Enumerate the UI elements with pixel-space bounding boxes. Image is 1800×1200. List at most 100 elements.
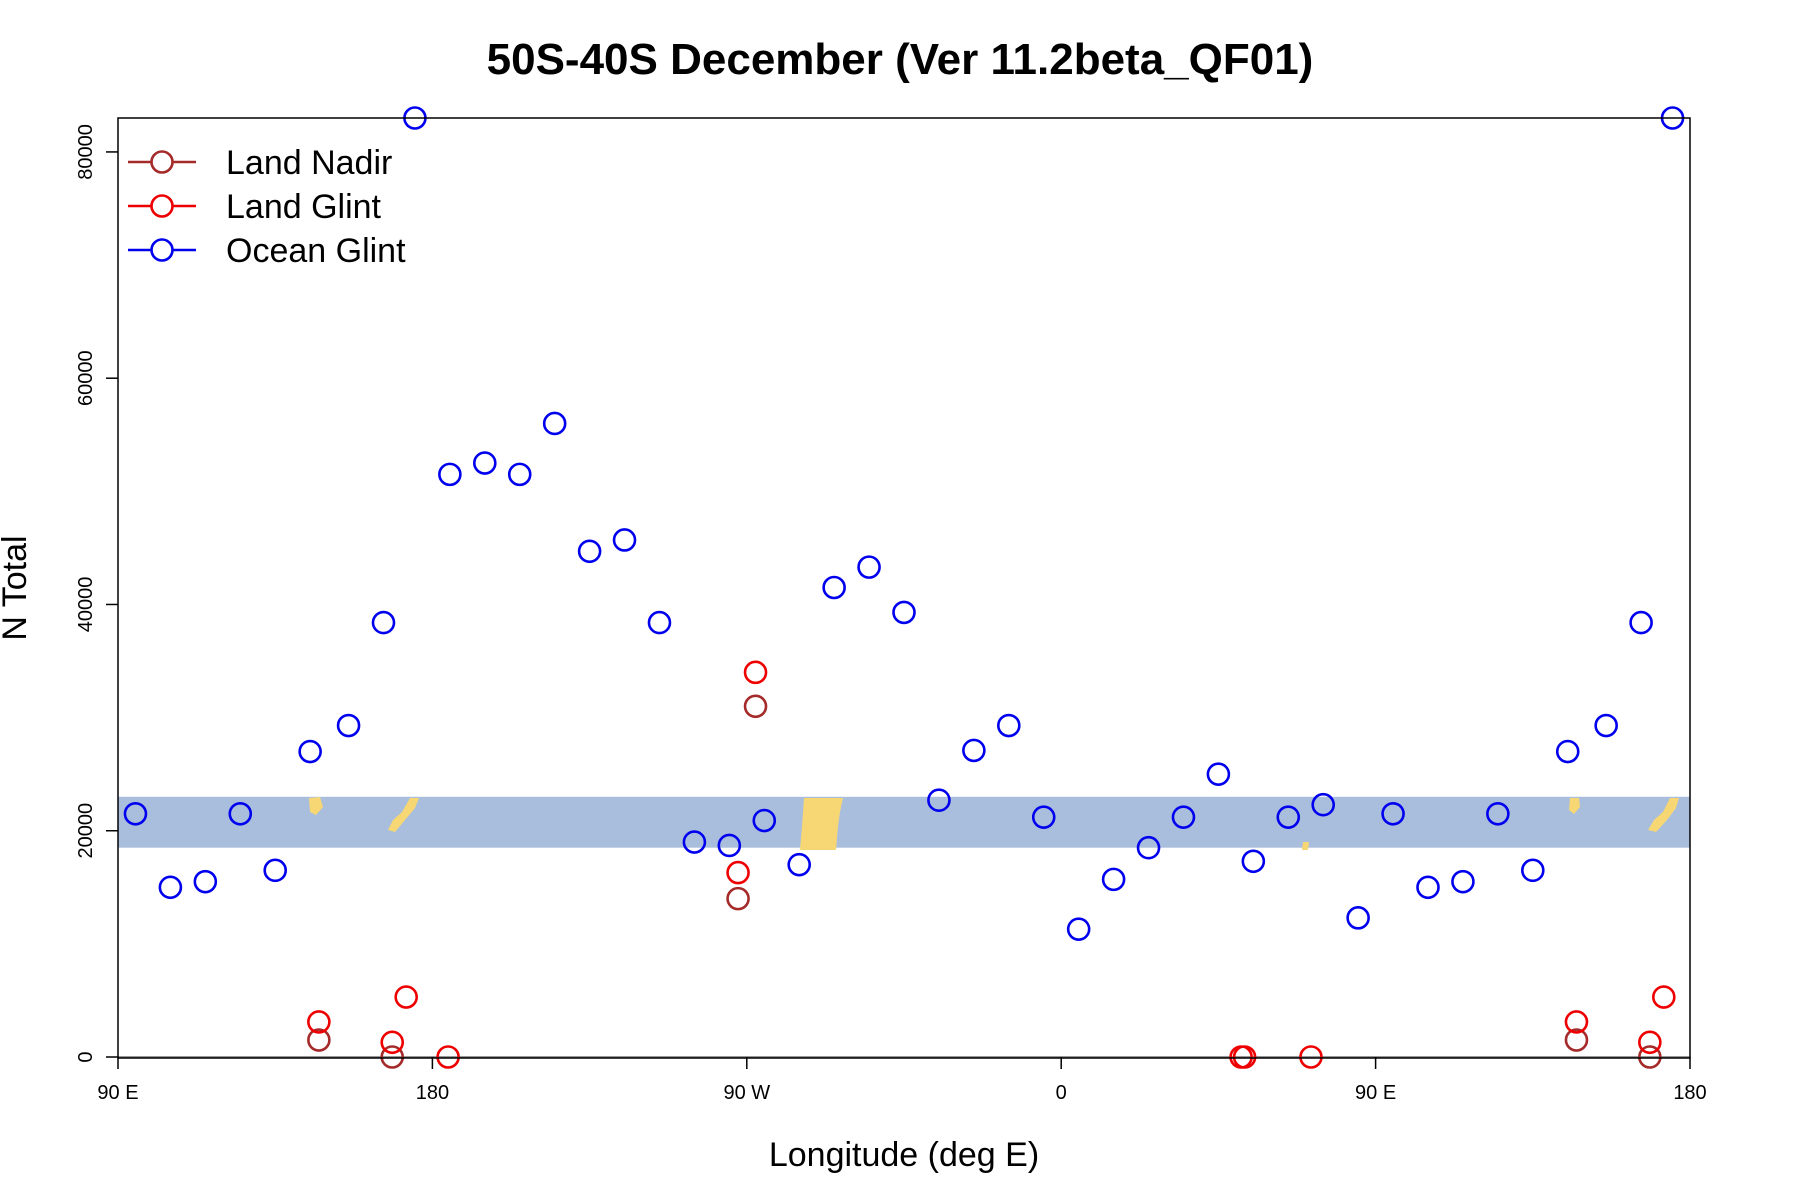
data-point [1241, 849, 1266, 874]
data-point [380, 1045, 405, 1069]
data-point [1451, 869, 1475, 894]
data-point [1311, 792, 1335, 817]
data-point [436, 1045, 460, 1069]
x-tick-label: 90 W [723, 1082, 770, 1104]
data-point [263, 858, 288, 883]
data-point [892, 600, 916, 625]
data-points [123, 106, 1685, 1069]
data-point [752, 808, 777, 833]
data-point [1276, 805, 1301, 829]
data-point [298, 739, 322, 764]
data-point [822, 575, 846, 600]
legend-marker [150, 150, 174, 174]
data-point [1486, 801, 1510, 826]
data-point [193, 869, 218, 894]
data-point [336, 713, 361, 738]
data-point [1652, 985, 1676, 1009]
legend-label: Land Glint [226, 188, 382, 226]
data-point [228, 801, 253, 826]
legend-label: Ocean Glint [226, 232, 406, 270]
data-point [682, 830, 707, 854]
data-point [996, 713, 1021, 738]
data-point [1031, 805, 1056, 829]
chart-title: 50S-40S December (Ver 11.2beta_QF01) [487, 35, 1314, 84]
land-tasmania-1 [309, 797, 323, 815]
x-tick-label: 0 [1056, 1082, 1067, 1104]
series-land-glint [307, 660, 1676, 1069]
data-point [371, 610, 396, 635]
y-axis: 0 20000 40000 60000 80000 [75, 124, 118, 1063]
data-point [726, 886, 750, 911]
data-point [857, 555, 881, 579]
y-tick-label: 20000 [75, 803, 97, 859]
data-point [1136, 835, 1161, 860]
data-point [962, 738, 986, 763]
data-point [1638, 1045, 1662, 1069]
data-point [472, 451, 497, 475]
data-point [612, 528, 637, 552]
data-point [1555, 739, 1580, 764]
data-point [577, 539, 602, 564]
data-point [647, 610, 672, 635]
y-tick-label: 40000 [75, 577, 97, 633]
data-point [927, 788, 951, 812]
x-tick-label: 180 [416, 1082, 449, 1104]
legend-marker [150, 194, 174, 218]
x-axis-title: Longitude (deg E) [769, 1136, 1039, 1174]
data-point [743, 660, 768, 685]
data-point [1638, 1030, 1662, 1055]
data-point [158, 875, 183, 900]
data-point [542, 411, 567, 436]
land-kerguelen [1302, 842, 1309, 850]
data-point [507, 462, 532, 487]
data-point [380, 1030, 405, 1055]
data-point [394, 985, 419, 1009]
data-point [1101, 867, 1126, 892]
y-tick-label: 60000 [75, 350, 97, 406]
series-ocean-glint [123, 106, 1685, 941]
data-point [1564, 1010, 1589, 1034]
y-tick-label: 80000 [75, 124, 97, 180]
x-tick-label: 90 E [1355, 1082, 1396, 1104]
plot-area [117, 106, 1691, 1069]
plot-frame [117, 117, 1691, 1059]
ocean-band [118, 796, 1690, 848]
data-point [1232, 1045, 1257, 1069]
land-new-zealand-2 [1648, 798, 1679, 832]
data-point [438, 462, 462, 487]
data-point [717, 833, 742, 858]
data-point [123, 801, 148, 826]
x-tick-label: 180 [1673, 1082, 1706, 1104]
data-point [1564, 1028, 1589, 1052]
data-point [1629, 610, 1653, 635]
y-tick-label: 0 [75, 1051, 97, 1062]
data-point [1299, 1045, 1323, 1069]
series-land-nadir [307, 694, 1662, 1069]
land-south-america [800, 798, 843, 850]
data-point [1066, 917, 1091, 941]
data-point [1381, 801, 1405, 826]
data-point [1594, 713, 1618, 738]
data-point [1206, 762, 1231, 786]
legend: Land Nadir Land Glint Ocean Glint [128, 144, 406, 270]
legend-item: Ocean Glint [128, 232, 406, 270]
data-point [307, 1028, 331, 1052]
data-point [1416, 875, 1440, 900]
legend-item: Land Nadir [128, 144, 392, 182]
data-point [787, 852, 812, 877]
latitude-band-map [118, 796, 1690, 850]
y-axis-title: N Total [0, 535, 34, 640]
data-point [307, 1010, 331, 1034]
land-new-zealand-1 [388, 798, 419, 832]
data-point [1171, 805, 1196, 829]
data-point [743, 694, 768, 719]
data-point [1346, 906, 1370, 930]
x-axis: 90 E 180 90 W 0 90 E 180 [97, 1057, 1707, 1104]
land-tasmania-2 [1569, 798, 1580, 814]
data-point [726, 860, 750, 885]
legend-item: Land Glint [128, 188, 382, 226]
legend-label: Land Nadir [226, 144, 392, 182]
x-tick-label: 90 E [97, 1082, 138, 1104]
data-point [1521, 858, 1545, 883]
